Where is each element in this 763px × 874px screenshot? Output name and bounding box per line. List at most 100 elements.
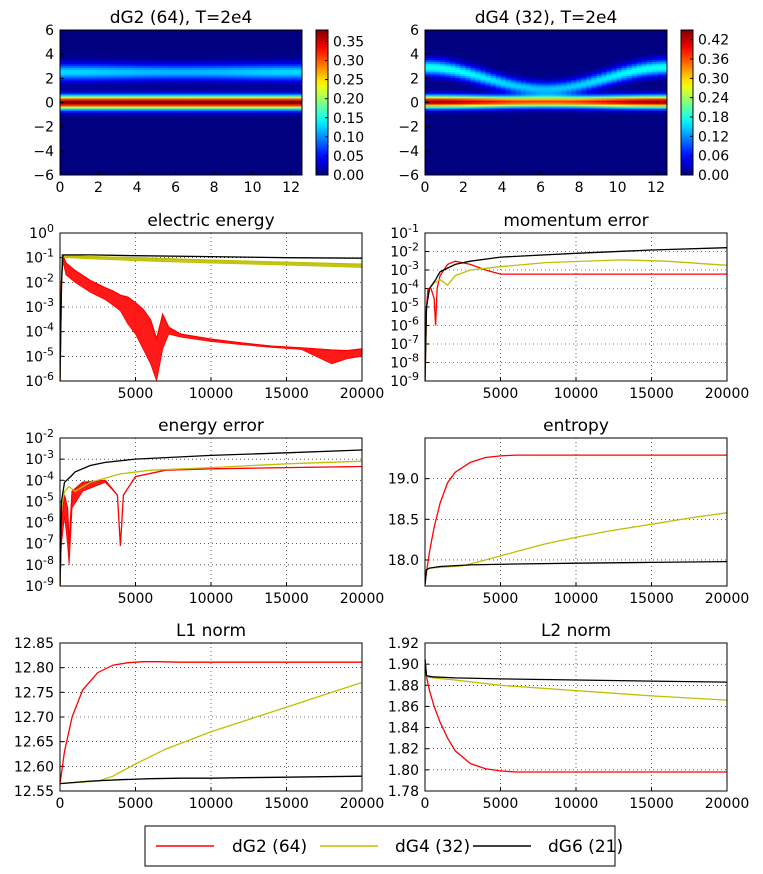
heatmap-cell [601,90,607,93]
heatmap-cell [105,172,111,176]
heatmap-cell [241,36,247,39]
heatmap-cell [460,84,466,87]
heatmap-cell [505,34,512,37]
heatmap-cell [95,82,101,85]
heatmap-cell [125,122,131,126]
heatmap-cell [271,158,278,162]
heatmap-cell [226,44,232,47]
heatmap-cell [626,30,633,33]
heatmap-cell [271,70,278,73]
heatmap-cell [206,50,212,53]
heatmap-cell [505,76,512,79]
heatmap-cell [155,64,162,67]
heatmap-cell [125,124,131,128]
heatmap-cell [261,136,268,140]
heatmap-cell [140,146,147,150]
heatmap-cell [165,148,172,152]
heatmap-cell [266,140,273,144]
heatmap-cell [480,54,486,57]
heatmap-cell [440,34,446,37]
heatmap-cell [606,62,612,65]
heatmap-cell [191,54,197,57]
heatmap-cell [60,102,66,105]
heatmap-cell [70,80,76,83]
heatmap-cell [211,46,217,49]
heatmap-cell [556,52,562,55]
heatmap-cell [291,124,298,128]
heatmap-cell [120,142,126,146]
heatmap-cell [221,94,227,97]
heatmap-cell [651,34,658,37]
heatmap-cell [130,150,137,154]
heatmap-cell [261,148,268,152]
heatmap-cell [261,78,268,81]
heatmap-cell [140,128,147,132]
heatmap-cell [206,56,212,59]
heatmap-cell [90,120,96,124]
heatmap-cell [135,78,142,81]
heatmap-cell [236,148,242,152]
heatmap-cell [440,78,446,81]
heatmap-cell [535,60,542,63]
heatmap-cell [281,74,288,77]
heatmap-cell [236,48,242,51]
heatmap-cell [85,74,91,77]
heatmap-cell [641,78,648,81]
heatmap-cell [626,70,633,73]
heatmap-cell [231,86,237,89]
heatmap-cell [181,122,187,126]
heatmap-cell [520,90,527,93]
heatmap-cell [75,100,81,103]
heatmap-cell [286,98,293,101]
heatmap-cell [201,66,207,69]
heatmap-cell [291,104,298,107]
heatmap-cell [75,160,81,164]
heatmap-cell [621,60,628,63]
heatmap-cell [140,64,147,67]
heatmap-cell [115,122,121,126]
heatmap-cell [105,94,111,97]
heatmap-cell [95,38,101,41]
heatmap-cell [661,30,668,33]
heatmap-cell [95,98,101,101]
heatmap-cell [276,34,283,37]
heatmap-cell [266,148,273,152]
heatmap-cell [140,84,147,87]
heatmap-cell [231,170,237,174]
heatmap-cell [65,68,71,71]
heatmap-cell [435,72,441,75]
heatmap-cell [241,74,247,77]
heatmap-cell [460,86,466,89]
heatmap-cell [241,104,247,107]
heatmap-cell [515,44,522,47]
heatmap-cell [95,114,101,117]
heatmap-cell [155,170,162,174]
heatmap-cell [160,52,167,55]
heatmap-cell [226,162,232,166]
heatmap-cell [155,118,162,122]
heatmap-cell [656,42,663,45]
heatmap-cell [155,150,162,154]
heatmap-cell [535,30,542,33]
heatmap-cell [246,126,252,130]
heatmap-cell [181,146,187,150]
heatmap-cell [120,86,126,89]
heatmap-cell [115,172,121,176]
heatmap-cell [75,162,81,166]
heatmap-cell [115,88,121,91]
heatmap-cell [145,172,152,176]
heatmap-cell [216,90,222,93]
heatmap-cell [120,172,126,176]
heatmap-cell [165,58,172,61]
heatmap-cell [125,126,131,130]
heatmap-cell [65,94,71,97]
heatmap-cell [596,44,602,47]
heatmap-cell [211,146,217,150]
heatmap-cell [150,166,157,170]
heatmap-cell [115,136,121,140]
heatmap-cell [175,42,182,45]
heatmap-cell [611,52,617,55]
heatmap-cell [191,86,197,89]
heatmap-cell [296,148,303,152]
heatmap-cell [656,80,663,83]
